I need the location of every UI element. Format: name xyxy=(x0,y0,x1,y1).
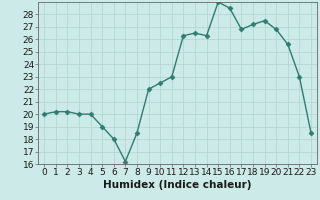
X-axis label: Humidex (Indice chaleur): Humidex (Indice chaleur) xyxy=(103,180,252,190)
